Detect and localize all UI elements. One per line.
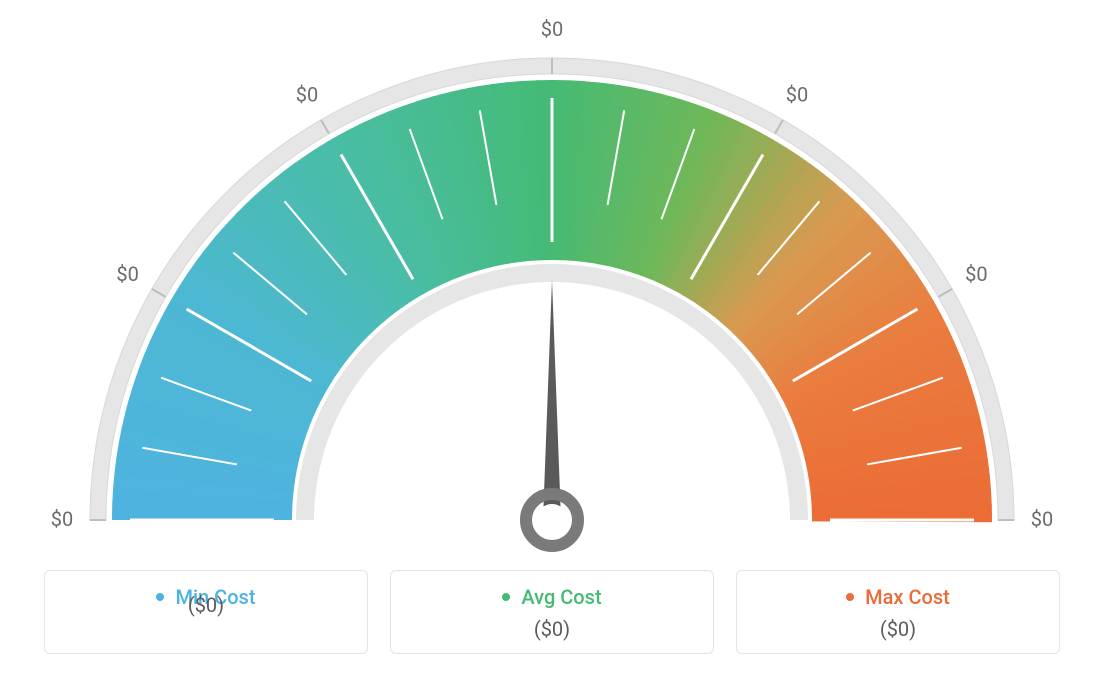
svg-text:$0: $0 bbox=[965, 262, 987, 286]
legend-title-max: Max Cost bbox=[749, 585, 1047, 609]
svg-text:$0: $0 bbox=[1031, 507, 1053, 531]
legend-dot-min bbox=[156, 593, 164, 601]
svg-text:$0: $0 bbox=[541, 17, 563, 41]
gauge-area: $0 $0 $0 $0 $0 $0 $0 bbox=[0, 0, 1104, 560]
legend-title-avg: Avg Cost bbox=[403, 585, 701, 609]
legend-card-max: Max Cost ($0) bbox=[736, 570, 1060, 654]
cost-gauge-widget: $0 $0 $0 $0 $0 $0 $0 Min Cost ($0) Avg Cost ($… bbox=[0, 0, 1104, 690]
svg-text:$0: $0 bbox=[51, 507, 73, 531]
legend-row: Min Cost ($0) Avg Cost ($0) Max Cost ($0… bbox=[0, 570, 1104, 654]
legend-value-avg-text: ($0) bbox=[403, 617, 701, 641]
legend-dot-max bbox=[846, 593, 854, 601]
legend-dot-avg bbox=[502, 593, 510, 601]
svg-text:$0: $0 bbox=[786, 83, 808, 107]
gauge-chart: $0 $0 $0 $0 $0 $0 $0 bbox=[0, 0, 1104, 560]
legend-label-max: Max Cost bbox=[865, 585, 950, 609]
legend-label-avg: Avg Cost bbox=[521, 585, 601, 609]
svg-text:$0: $0 bbox=[116, 262, 138, 286]
legend-value-max-text: ($0) bbox=[749, 617, 1047, 641]
legend-value-min-text: ($0) bbox=[57, 593, 355, 617]
legend-card-min: Min Cost ($0) bbox=[44, 570, 368, 654]
svg-text:$0: $0 bbox=[296, 83, 318, 107]
legend-card-avg: Avg Cost ($0) bbox=[390, 570, 714, 654]
